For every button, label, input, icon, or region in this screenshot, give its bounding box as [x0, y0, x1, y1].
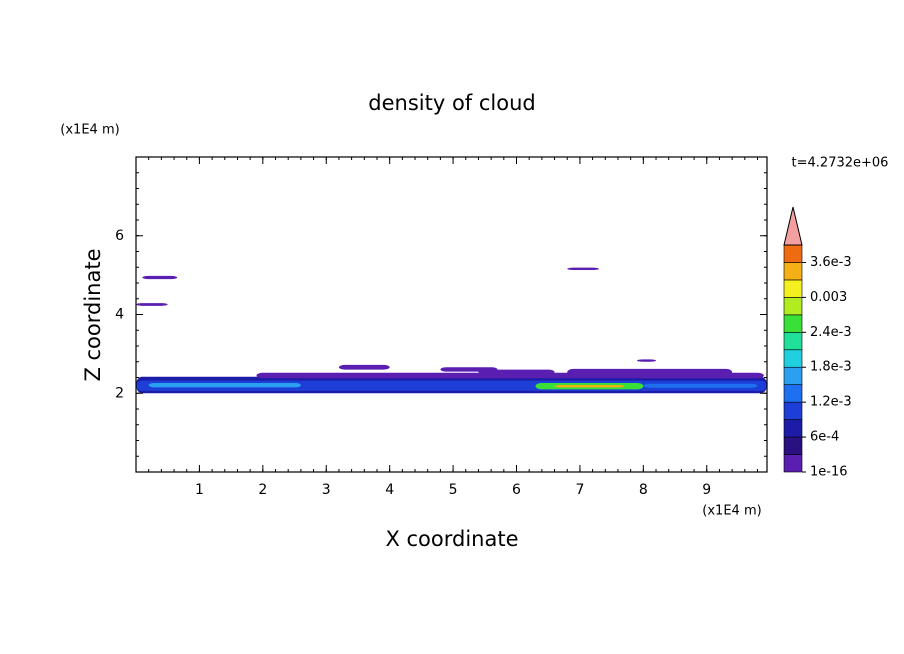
colorbar-tick-label: 3.6e-3 — [810, 255, 852, 270]
colorbar-band — [783, 262, 803, 281]
colorbar-band — [783, 384, 803, 403]
colorbar-band — [783, 279, 803, 298]
colorbar-tick-label: 0.003 — [810, 290, 847, 305]
x-tick-label: 1 — [195, 482, 204, 498]
x-tick-label: 8 — [639, 482, 648, 498]
colorbar-band — [783, 332, 803, 351]
contour-patch — [142, 275, 178, 280]
colorbar-extend — [783, 206, 803, 246]
contour-patch — [148, 383, 301, 388]
x-tick-label: 7 — [575, 482, 584, 498]
contour-patch — [136, 303, 168, 306]
colorbar-tick-label: 1.8e-3 — [810, 360, 852, 375]
colorbar-band — [783, 436, 803, 455]
y-tick-label: 2 — [115, 385, 124, 401]
x-tick-label: 3 — [322, 482, 331, 498]
y-tick-label: 6 — [115, 228, 124, 244]
x-tick-label: 6 — [512, 482, 521, 498]
x-tick-label: 5 — [449, 482, 458, 498]
y-tick-label: 4 — [115, 307, 124, 323]
contour-patch — [478, 369, 555, 375]
contour-patch — [643, 383, 758, 388]
x-tick-label: 2 — [258, 482, 267, 498]
colorbar-tick-label: 2.4e-3 — [810, 325, 852, 340]
colorbar-band — [783, 297, 803, 316]
colorbar-band — [783, 349, 803, 368]
plot-frame — [135, 156, 768, 473]
colorbar-tick-label: 1e-16 — [810, 465, 848, 480]
colorbar-band — [783, 419, 803, 438]
colorbar-band — [783, 314, 803, 333]
colorbar-tick-label: 6e-4 — [810, 430, 839, 445]
colorbar-band — [783, 401, 803, 420]
time-label: t=4.2732e+06 — [792, 156, 889, 171]
chart-title: density of cloud — [368, 91, 535, 115]
x-tick-label: 4 — [385, 482, 394, 498]
contour-patch — [567, 368, 733, 376]
colorbar-band — [783, 244, 803, 263]
contour-patch — [567, 267, 599, 271]
y-axis-label: Z coordinate — [81, 248, 105, 381]
contour-patch — [554, 384, 625, 388]
colorbar-band — [783, 454, 803, 473]
x-tick-label: 9 — [702, 482, 711, 498]
colorbar-band — [783, 366, 803, 385]
x-unit: (x1E4 m) — [702, 504, 761, 519]
x-axis-label: X coordinate — [385, 527, 518, 551]
contour-patch — [636, 359, 657, 362]
colorbar-tick-label: 1.2e-3 — [810, 395, 852, 410]
y-unit: (x1E4 m) — [60, 123, 119, 138]
contour-patch — [338, 364, 390, 370]
